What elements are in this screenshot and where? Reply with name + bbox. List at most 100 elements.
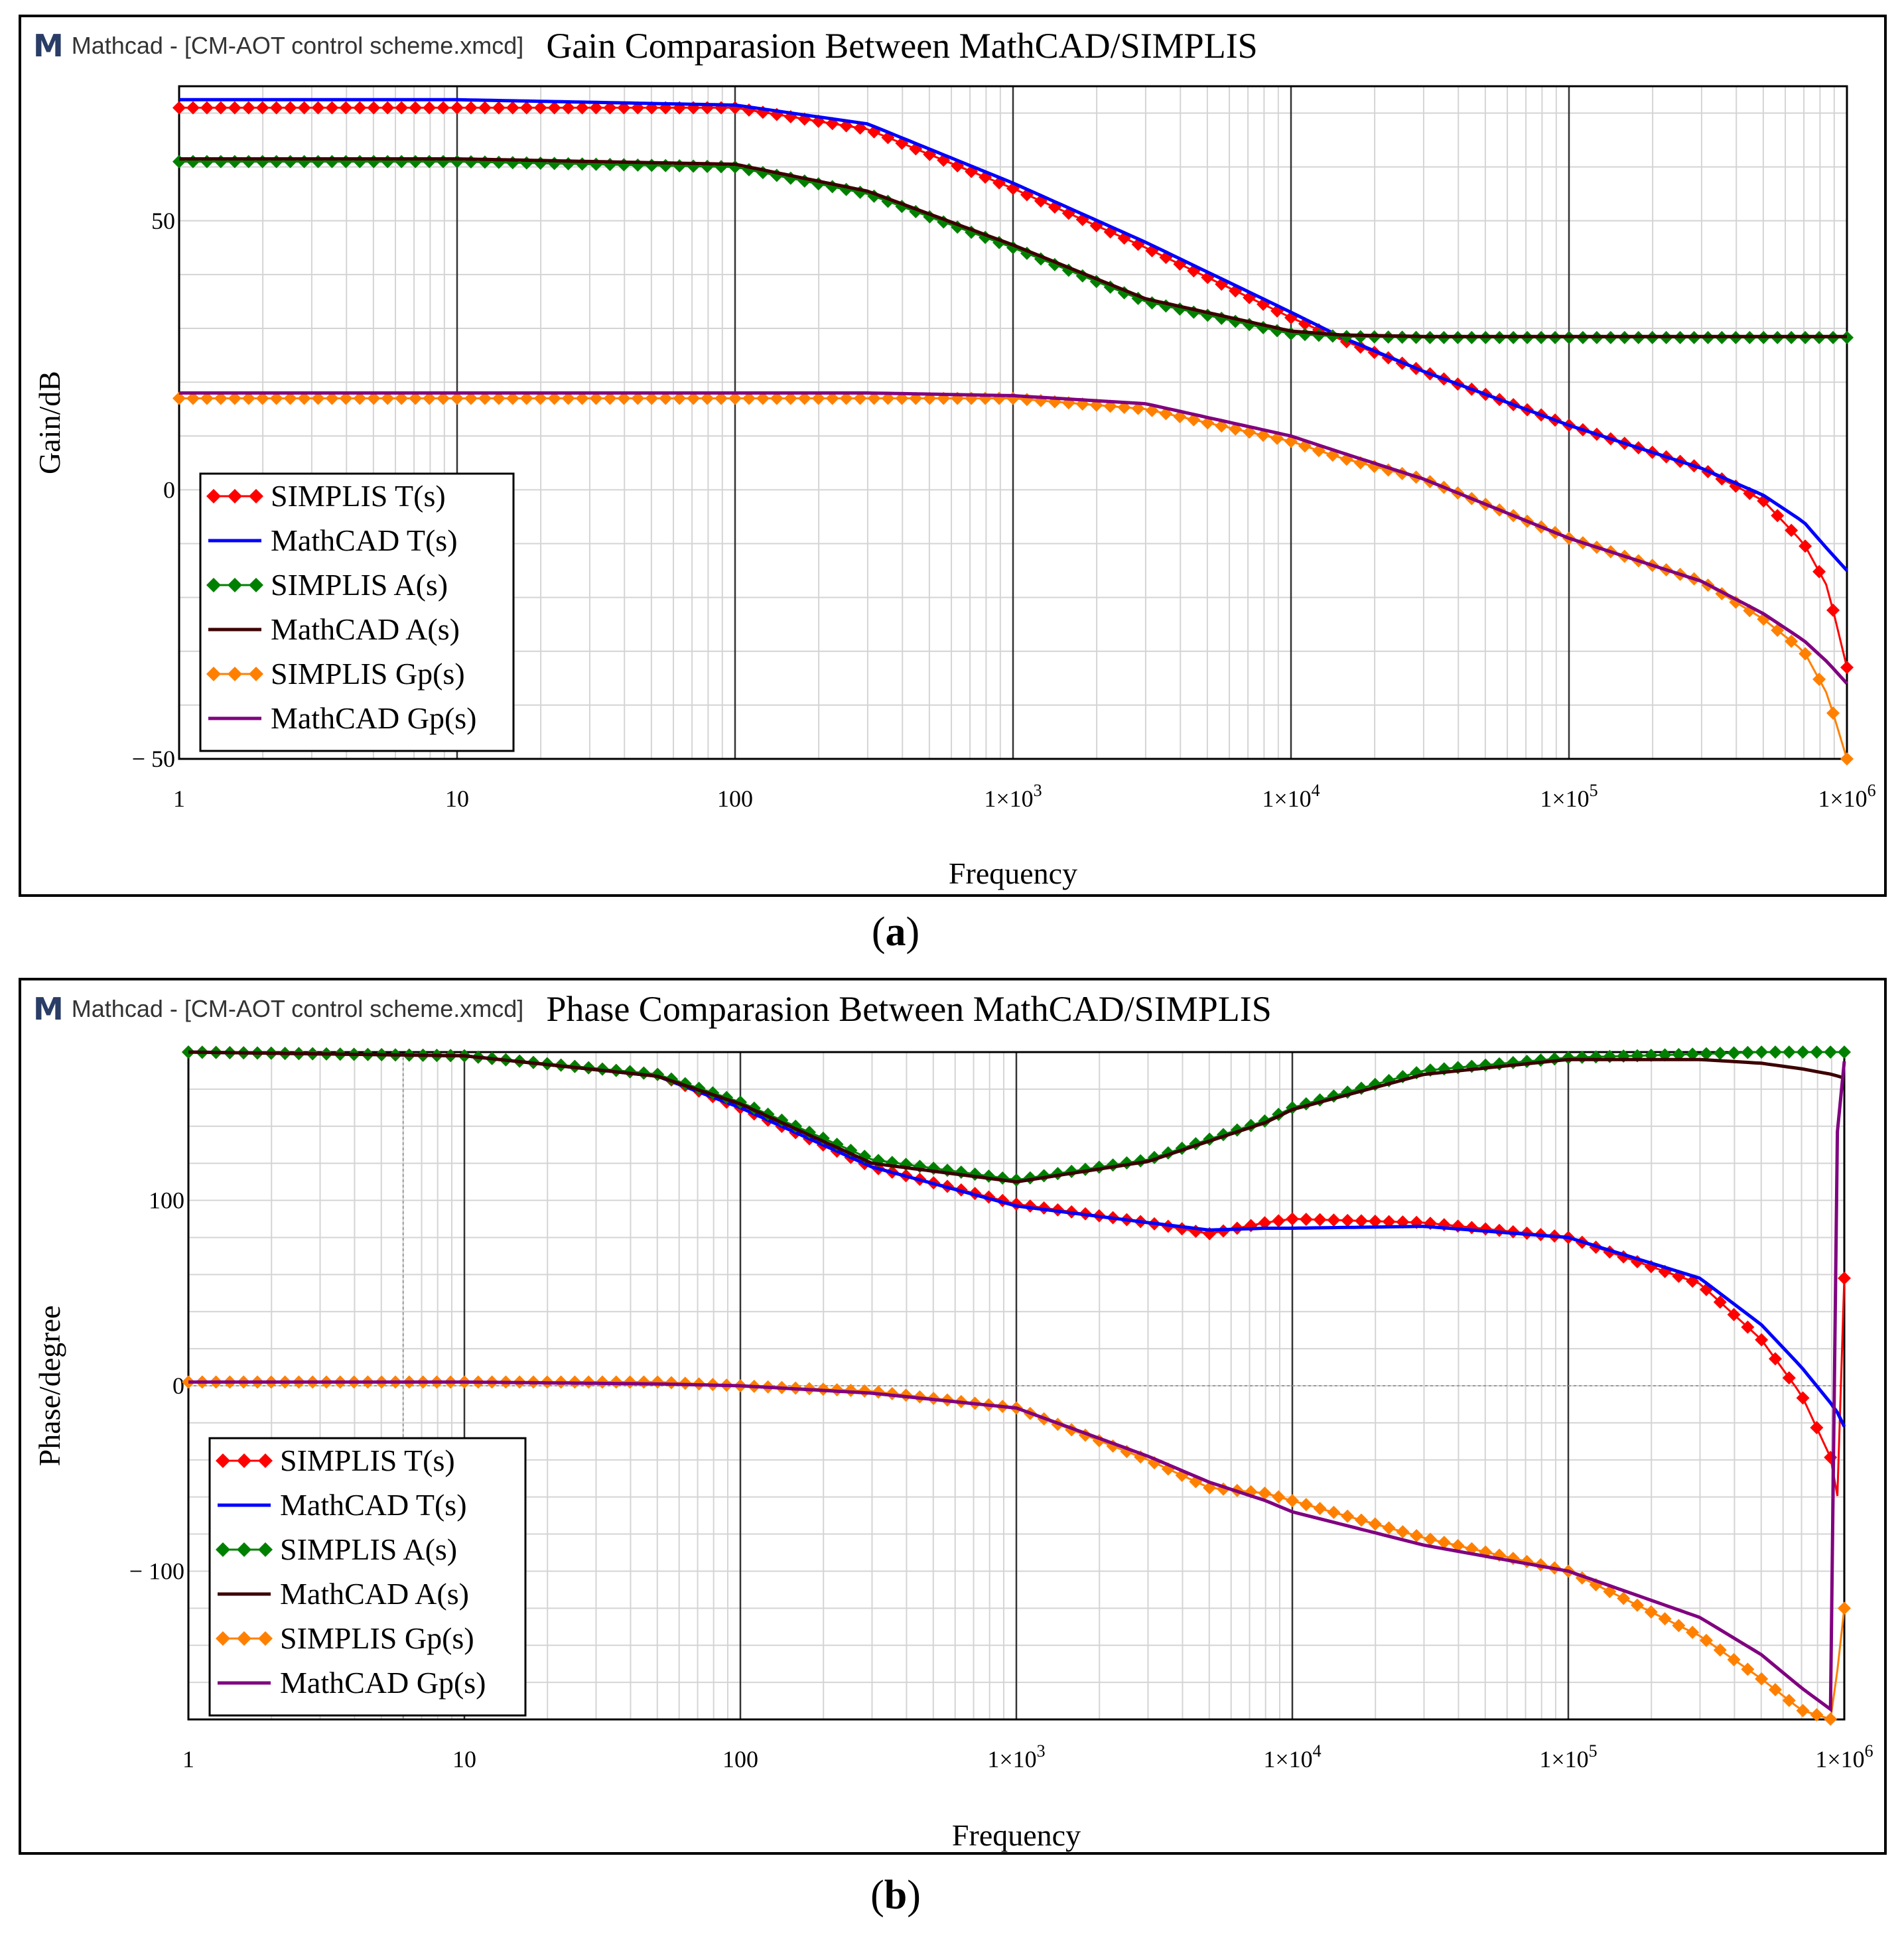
data-point-marker bbox=[770, 391, 783, 405]
data-point-marker bbox=[228, 155, 241, 168]
legend-label: SIMPLIS Gp(s) bbox=[280, 1621, 474, 1655]
data-point-marker bbox=[1286, 1494, 1299, 1508]
data-point-marker bbox=[409, 155, 423, 168]
data-point-marker bbox=[241, 101, 255, 115]
data-point-marker bbox=[297, 155, 311, 168]
data-point-marker bbox=[714, 391, 728, 405]
data-point-marker bbox=[1355, 1214, 1368, 1228]
legend-swatch-marker bbox=[237, 1631, 251, 1646]
data-point-marker bbox=[1782, 1694, 1796, 1707]
legend-swatch-marker bbox=[216, 1542, 230, 1557]
data-point-marker bbox=[1106, 1158, 1120, 1172]
data-point-marker bbox=[214, 391, 228, 405]
data-point-marker bbox=[547, 157, 561, 170]
mathcad-logo-icon: M bbox=[33, 28, 64, 64]
series-line bbox=[179, 391, 1848, 685]
data-point-marker bbox=[283, 391, 297, 405]
data-point-marker bbox=[325, 155, 339, 168]
data-point-marker bbox=[367, 391, 381, 405]
gain-chart-svg: 1 10 100 1×103 1×104 1×105 1×106 50 0 − 50 Frequen… bbox=[33, 85, 1876, 890]
data-point-marker bbox=[1341, 1509, 1355, 1523]
data-point-marker bbox=[968, 1167, 982, 1181]
caption-b: (b) bbox=[870, 1873, 921, 1918]
data-point-marker bbox=[269, 101, 283, 115]
data-point-marker bbox=[450, 155, 464, 168]
data-point-marker bbox=[631, 391, 645, 405]
data-point-marker bbox=[839, 391, 853, 405]
legend-swatch-marker bbox=[237, 1542, 251, 1557]
data-point-marker bbox=[1824, 1045, 1838, 1059]
data-point-marker bbox=[450, 101, 464, 115]
data-point-marker bbox=[561, 157, 575, 170]
data-point-marker bbox=[1382, 1073, 1396, 1087]
x-tick-label: 1 bbox=[173, 785, 185, 812]
data-point-marker bbox=[395, 101, 409, 115]
data-point-marker bbox=[1826, 706, 1840, 720]
data-point-marker bbox=[881, 391, 895, 405]
data-point-marker bbox=[1451, 1061, 1465, 1075]
data-point-marker bbox=[1465, 1542, 1479, 1556]
data-point-marker bbox=[706, 1086, 720, 1100]
data-point-marker bbox=[200, 391, 214, 405]
data-point-marker bbox=[423, 155, 437, 168]
data-point-marker bbox=[1741, 1320, 1755, 1334]
data-point-marker bbox=[1700, 1633, 1713, 1647]
data-point-marker bbox=[547, 391, 561, 405]
legend: SIMPLIS T(s) MathCAD T(s) SIMPLIS A(s) Math… bbox=[208, 1437, 527, 1717]
legend-entry: SIMPLIS Gp(s) bbox=[206, 657, 465, 691]
data-point-marker bbox=[885, 1156, 899, 1170]
gain-app-title: Mathcad - [CM-AOT control scheme.xmcd] bbox=[71, 32, 524, 59]
data-point-marker bbox=[1272, 1107, 1286, 1121]
data-point-marker bbox=[339, 101, 353, 115]
data-point-marker bbox=[1840, 752, 1854, 766]
data-point-marker bbox=[1799, 539, 1812, 553]
y-tick-label: 100 bbox=[149, 1187, 184, 1214]
data-point-marker bbox=[1010, 1173, 1023, 1187]
data-point-marker bbox=[325, 101, 339, 115]
data-point-marker bbox=[533, 101, 547, 115]
data-point-marker bbox=[687, 391, 701, 405]
data-point-marker bbox=[381, 391, 395, 405]
data-point-marker bbox=[241, 391, 255, 405]
legend-swatch-marker bbox=[249, 489, 263, 503]
data-point-marker bbox=[533, 391, 547, 405]
data-point-marker bbox=[575, 157, 589, 171]
legend-box bbox=[199, 472, 515, 752]
data-point-marker bbox=[172, 155, 186, 168]
x-tick-exponent: 4 bbox=[1312, 781, 1320, 800]
data-point-marker bbox=[1424, 1532, 1437, 1546]
data-point-marker bbox=[1258, 1114, 1272, 1128]
data-point-marker bbox=[464, 101, 478, 115]
legend-entry: MathCAD A(s) bbox=[218, 1577, 469, 1611]
series-line bbox=[188, 1061, 1846, 1713]
data-point-marker bbox=[1451, 1538, 1465, 1552]
data-point-marker bbox=[506, 391, 519, 405]
legend-swatch-marker bbox=[258, 1453, 273, 1468]
mathcad-logo-icon: M bbox=[33, 991, 64, 1027]
legend-swatch-marker bbox=[258, 1542, 273, 1557]
data-point-marker bbox=[1575, 1571, 1589, 1585]
gain-chart-title: Gain Comparasion Between MathCAD/SIMPLIS bbox=[546, 26, 1258, 66]
legend-entry: MathCAD Gp(s) bbox=[208, 701, 476, 735]
data-point-marker bbox=[1810, 1708, 1824, 1722]
phase-chart-panel: M Mathcad - [CM-AOT control scheme.xmcd]… bbox=[19, 978, 1887, 1855]
data-point-marker bbox=[687, 159, 701, 173]
series-line bbox=[188, 1050, 1845, 1184]
data-point-marker bbox=[1355, 1513, 1368, 1527]
data-point-marker bbox=[1741, 1045, 1755, 1059]
series-line bbox=[179, 157, 1847, 338]
data-point-marker bbox=[311, 391, 325, 405]
y-axis-label: Phase/degree bbox=[33, 1305, 66, 1467]
data-point-marker bbox=[1410, 1215, 1424, 1229]
data-point-marker bbox=[1658, 1048, 1672, 1062]
data-point-marker bbox=[853, 391, 867, 405]
data-point-marker bbox=[575, 391, 589, 405]
data-point-marker bbox=[673, 159, 687, 173]
data-point-marker bbox=[1131, 401, 1145, 415]
data-point-marker bbox=[1437, 1218, 1451, 1232]
legend-swatch-marker bbox=[206, 667, 221, 681]
data-point-marker bbox=[1824, 1712, 1838, 1726]
x-tick-exponent: 5 bbox=[1590, 781, 1598, 800]
data-point-marker bbox=[783, 391, 797, 405]
data-point-marker bbox=[1658, 1264, 1672, 1278]
